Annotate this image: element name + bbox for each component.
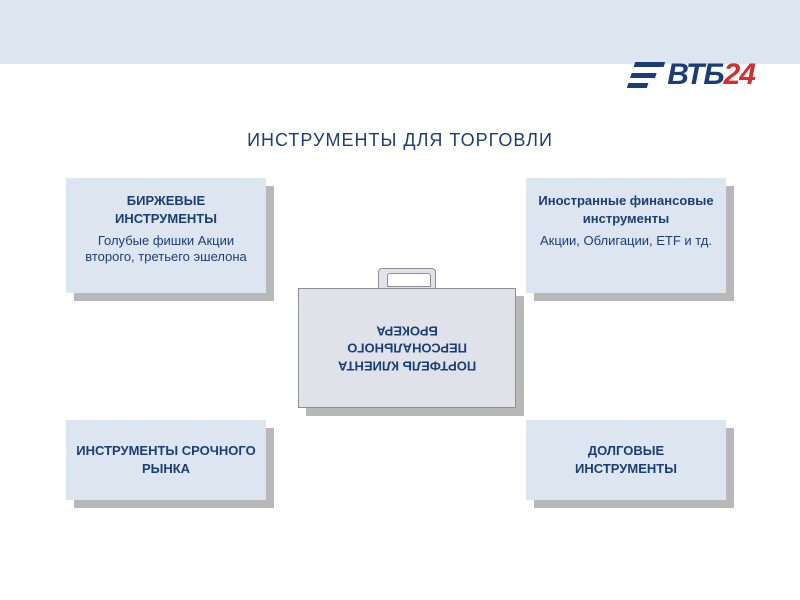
- card-exchange-instruments: БИРЖЕВЫЕ ИНСТРУМЕНТЫ Голубые фишки Акции…: [66, 178, 266, 293]
- card-derivatives: ИНСТРУМЕНТЫ СРОЧНОГО РЫНКА: [66, 420, 266, 500]
- card-title: ДОЛГОВЫЕ ИНСТРУМЕНТЫ: [536, 442, 716, 477]
- card-debt-instruments: ДОЛГОВЫЕ ИНСТРУМЕНТЫ: [526, 420, 726, 500]
- logo: ВТБ24: [631, 58, 755, 92]
- briefcase: ПОРТФЕЛЬ КЛИЕНТА ПЕРСОНАЛЬНОГО БРОКЕРА: [298, 288, 516, 408]
- briefcase-handle-icon: [378, 268, 436, 290]
- card-body: Акции, Облигации, ETF и тд.: [536, 233, 716, 249]
- card-title: Иностранные финансовые инструменты: [536, 192, 716, 227]
- logo-text: ВТБ24: [667, 58, 755, 92]
- card-title: БИРЖЕВЫЕ ИНСТРУМЕНТЫ: [76, 192, 256, 227]
- briefcase-label: ПОРТФЕЛЬ КЛИЕНТА ПЕРСОНАЛЬНОГО БРОКЕРА: [338, 322, 476, 375]
- card-title: ИНСТРУМЕНТЫ СРОЧНОГО РЫНКА: [76, 442, 256, 477]
- header-bar: [0, 0, 800, 64]
- page-title: ИНСТРУМЕНТЫ ДЛЯ ТОРГОВЛИ: [0, 130, 800, 151]
- logo-text-red: 24: [724, 58, 755, 91]
- logo-text-blue: ВТБ: [667, 58, 723, 91]
- card-foreign-instruments: Иностранные финансовые инструменты Акции…: [526, 178, 726, 293]
- logo-wing-icon: [627, 62, 665, 88]
- card-body: Голубые фишки Акции второго, третьего эш…: [76, 233, 256, 266]
